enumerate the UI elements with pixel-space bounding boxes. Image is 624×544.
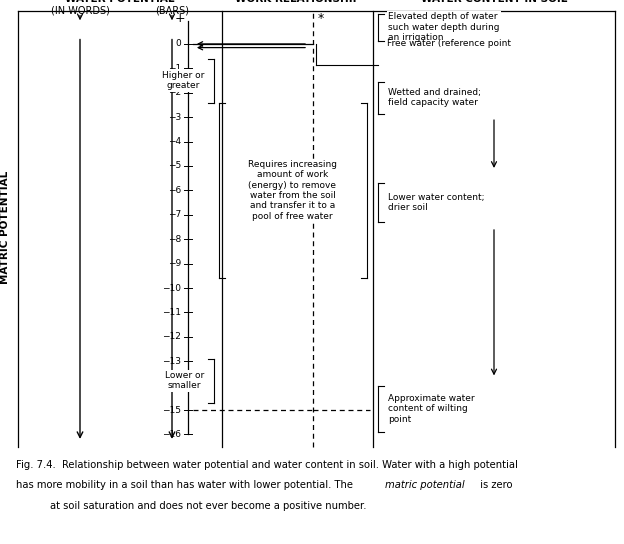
Text: −15: −15 (162, 406, 181, 415)
Text: −5: −5 (168, 162, 181, 170)
Text: WORK RELATIONSHIP: WORK RELATIONSHIP (235, 0, 360, 4)
Text: *: * (318, 12, 324, 25)
Text: −1: −1 (168, 64, 181, 73)
Text: −2: −2 (168, 88, 181, 97)
Text: Lower water content;
drier soil: Lower water content; drier soil (388, 193, 484, 212)
Text: (BARS): (BARS) (155, 5, 189, 15)
Text: at soil saturation and does not ever become a positive number.: at soil saturation and does not ever bec… (50, 501, 366, 511)
Text: Lower or
smaller: Lower or smaller (165, 371, 204, 391)
Text: Requires increasing
amount of work
(energy) to remove
water from the soil
and tr: Requires increasing amount of work (ener… (248, 160, 337, 221)
Text: matric potential: matric potential (385, 480, 465, 490)
Text: is zero: is zero (477, 480, 513, 490)
Text: 0: 0 (175, 39, 181, 48)
Text: Fig. 7.4.  Relationship between water potential and water content in soil. Water: Fig. 7.4. Relationship between water pot… (16, 460, 517, 469)
Text: −3: −3 (168, 113, 181, 122)
Text: −9: −9 (168, 259, 181, 268)
Text: Free water (reference point: Free water (reference point (387, 39, 511, 48)
Text: Elevated depth of water
such water depth during
an irrigation: Elevated depth of water such water depth… (388, 13, 499, 42)
Text: −6: −6 (168, 186, 181, 195)
Text: has more mobility in a soil than has water with lower potential. The: has more mobility in a soil than has wat… (16, 480, 356, 490)
Text: WATER POTENTIAL: WATER POTENTIAL (66, 0, 175, 4)
Text: −4: −4 (168, 137, 181, 146)
Text: WATER CONTENT IN SOIL: WATER CONTENT IN SOIL (421, 0, 567, 4)
Text: (IN WORDS): (IN WORDS) (51, 5, 109, 15)
Text: Approximate water
content of wilting
point: Approximate water content of wilting poi… (388, 394, 475, 424)
Text: −12: −12 (162, 332, 181, 341)
Text: −16: −16 (162, 430, 181, 439)
Text: −14: −14 (162, 381, 181, 390)
Text: −13: −13 (162, 357, 181, 366)
Text: −10: −10 (162, 283, 181, 293)
Text: +: + (175, 12, 185, 25)
Text: −7: −7 (168, 211, 181, 219)
Text: Wetted and drained;
field capacity water: Wetted and drained; field capacity water (388, 88, 481, 107)
Text: −11: −11 (162, 308, 181, 317)
Text: −8: −8 (168, 234, 181, 244)
Text: Higher or
greater: Higher or greater (162, 71, 204, 90)
Text: MATRIC POTENTIAL: MATRIC POTENTIAL (0, 170, 10, 283)
